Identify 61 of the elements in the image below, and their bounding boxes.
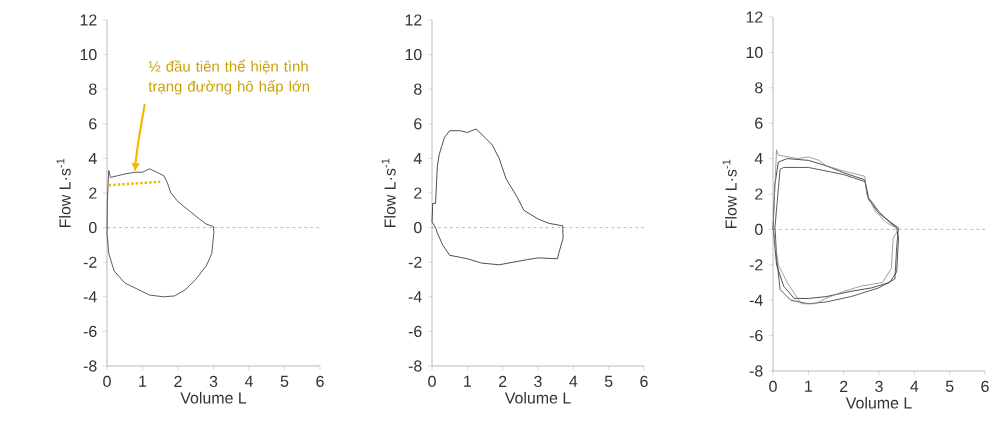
- y-tick-label: -4: [83, 291, 97, 303]
- y-tick-label: 2: [755, 188, 763, 200]
- annotation: ½ đầu tiên thể hiện tình trạng đường hô hấp lớn: [148, 59, 310, 95]
- x-tick-label: 5: [280, 375, 289, 387]
- y-tick-label: 8: [89, 83, 97, 95]
- x-tick-label: 2: [840, 380, 848, 392]
- y-axis-title: Flow L·s$^{-1}$: [56, 158, 71, 228]
- y-tick-label: -8: [83, 360, 97, 372]
- y-tick-label: 8: [755, 82, 763, 94]
- y-axis-title: Flow L·s$^{-1}$: [381, 158, 396, 228]
- y-tick-label: 4: [413, 152, 422, 164]
- y-tick-label: -2: [83, 256, 97, 268]
- x-tick-label: 5: [604, 375, 613, 387]
- x-tick-label: 3: [875, 380, 883, 393]
- x-tick-label: 3: [209, 375, 218, 388]
- y-axis-title: Flow L·s$^{-1}$: [722, 159, 737, 229]
- x-tick-label: 5: [945, 380, 954, 392]
- y-tick-label: -4: [749, 294, 763, 306]
- y-tick-label: 12: [80, 14, 97, 26]
- y-tick-label: -2: [749, 259, 763, 271]
- x-tick-label: 6: [981, 380, 989, 393]
- y-tick-label: 10: [746, 46, 763, 59]
- y-tick-label: 6: [414, 118, 422, 130]
- y-tick-label: 6: [89, 118, 97, 130]
- y-tick-label: -4: [408, 291, 422, 303]
- y-tick-label: 12: [405, 14, 422, 26]
- x-tick-label: 0: [103, 375, 111, 388]
- x-tick-label: 3: [534, 375, 542, 388]
- y-tick-label: 0: [89, 221, 97, 234]
- x-tick-label: 0: [428, 375, 436, 388]
- x-tick-label: 6: [640, 375, 648, 388]
- y-tick-label: 4: [754, 153, 763, 165]
- y-tick-label: -6: [408, 325, 422, 338]
- x-axis-title: Volume L: [180, 391, 247, 404]
- y-tick-label: -2: [408, 256, 422, 268]
- y-tick-label: 0: [414, 221, 422, 234]
- x-tick-label: 1: [139, 375, 147, 387]
- x-tick-label: 4: [910, 380, 919, 392]
- y-tick-label: 8: [414, 83, 422, 95]
- x-tick-label: 4: [569, 375, 578, 387]
- x-tick-label: 4: [244, 375, 253, 387]
- x-axis-title: Volume L: [845, 396, 912, 409]
- y-tick-label: 2: [414, 187, 422, 199]
- y-tick-label: -6: [83, 325, 97, 338]
- y-tick-label: 6: [755, 117, 763, 129]
- y-tick-label: -6: [749, 329, 763, 342]
- x-tick-label: 2: [174, 375, 182, 387]
- y-tick-label: -8: [749, 365, 763, 377]
- y-tick-label: 2: [89, 187, 97, 199]
- y-tick-label: -8: [408, 360, 422, 372]
- y-tick-label: 10: [405, 48, 422, 61]
- x-tick-label: 2: [499, 375, 507, 387]
- x-axis-title: Volume L: [504, 391, 571, 404]
- y-tick-label: 0: [755, 223, 763, 236]
- y-tick-label: 4: [88, 152, 97, 164]
- x-tick-label: 1: [805, 380, 812, 392]
- y-tick-label: 12: [746, 11, 763, 23]
- x-tick-label: 6: [316, 375, 324, 388]
- y-tick-label: 10: [80, 48, 97, 61]
- x-tick-label: 1: [464, 375, 471, 387]
- x-tick-label: 0: [769, 380, 777, 393]
